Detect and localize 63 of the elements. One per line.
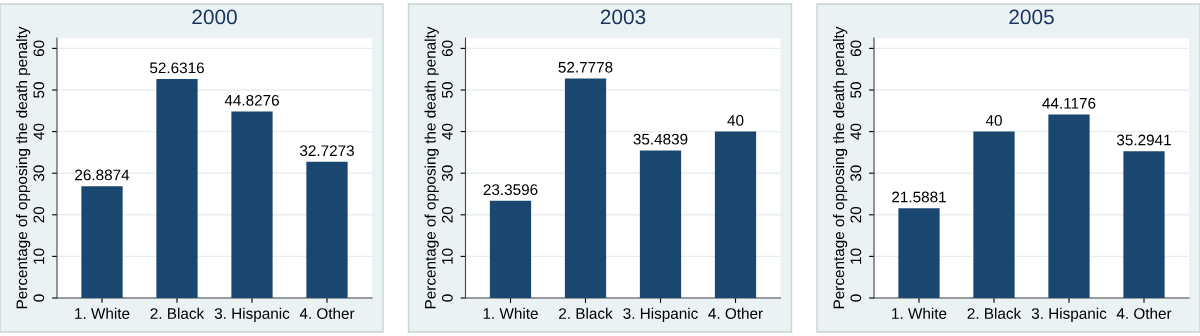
chart-title: 2005 xyxy=(1009,9,1054,25)
data-label: 26.8874 xyxy=(75,169,130,181)
x-tick-label: 2. Black xyxy=(967,307,1022,319)
data-label: 52.7778 xyxy=(558,61,613,73)
y-tick-label: 0 xyxy=(850,294,862,302)
y-tick-label: 40 xyxy=(33,123,45,140)
bar xyxy=(973,131,1015,298)
bar xyxy=(81,186,123,298)
y-axis-title: Percentage of opposing the death penalty xyxy=(16,26,31,309)
y-tick-label: 0 xyxy=(441,294,453,302)
x-tick-label: 3. Hispanic xyxy=(214,307,290,322)
y-tick-label: 60 xyxy=(33,40,45,57)
x-tick-label: 4. Other xyxy=(1116,307,1172,319)
y-tick-label: 50 xyxy=(850,82,862,98)
y-tick-label: 20 xyxy=(33,206,45,223)
bar xyxy=(156,79,198,298)
y-tick-label: 0 xyxy=(33,294,45,302)
data-label: 52.6316 xyxy=(150,62,204,74)
y-tick-label: 60 xyxy=(850,40,862,57)
y-tick-label: 30 xyxy=(441,165,453,182)
y-tick-label: 10 xyxy=(850,248,862,264)
bar xyxy=(489,200,532,298)
data-label: 35.4839 xyxy=(633,133,688,145)
y-tick-label: 40 xyxy=(441,123,453,140)
y-tick-label: 10 xyxy=(33,248,45,264)
x-tick-label: 2. Black xyxy=(559,307,613,319)
bar xyxy=(639,150,682,298)
bar xyxy=(231,111,273,298)
bar xyxy=(1123,151,1165,298)
y-tick-label: 40 xyxy=(850,123,862,140)
x-tick-label: 1. White xyxy=(75,307,130,319)
data-label: 40 xyxy=(727,114,744,126)
data-label: 44.8276 xyxy=(224,94,279,106)
y-axis-title: Percentage of opposing the death penalty xyxy=(424,26,439,309)
bar xyxy=(306,161,348,298)
x-tick-label: 4. Other xyxy=(708,307,763,319)
y-tick-label: 50 xyxy=(33,82,45,98)
data-label: 44.1176 xyxy=(1042,97,1096,109)
data-label: 35.2941 xyxy=(1116,134,1171,146)
y-tick-label: 50 xyxy=(441,82,453,98)
y-tick-label: 10 xyxy=(441,248,453,264)
bar xyxy=(1048,114,1090,298)
x-tick-label: 1. White xyxy=(892,307,947,319)
y-tick-label: 20 xyxy=(850,206,862,223)
y-tick-label: 30 xyxy=(33,165,45,182)
data-label: 40 xyxy=(985,114,1002,126)
x-tick-label: 1. White xyxy=(483,307,538,319)
y-tick-label: 20 xyxy=(441,206,453,223)
bar xyxy=(714,131,757,298)
bar xyxy=(564,78,607,298)
data-label: 21.5881 xyxy=(892,191,946,203)
x-tick-label: 3. Hispanic xyxy=(623,307,698,322)
y-tick-label: 60 xyxy=(441,40,453,57)
y-axis-title: Percentage of opposing the death penalty xyxy=(833,26,848,309)
x-tick-label: 4. Other xyxy=(299,307,355,319)
data-label: 23.3596 xyxy=(483,184,538,196)
chart-title: 2000 xyxy=(192,9,237,25)
bar xyxy=(898,208,940,298)
chart-title: 2003 xyxy=(600,9,646,25)
y-tick-label: 30 xyxy=(850,165,862,182)
x-tick-label: 3. Hispanic xyxy=(1031,307,1107,322)
data-label: 32.7273 xyxy=(299,145,354,157)
x-tick-label: 2. Black xyxy=(150,307,205,319)
